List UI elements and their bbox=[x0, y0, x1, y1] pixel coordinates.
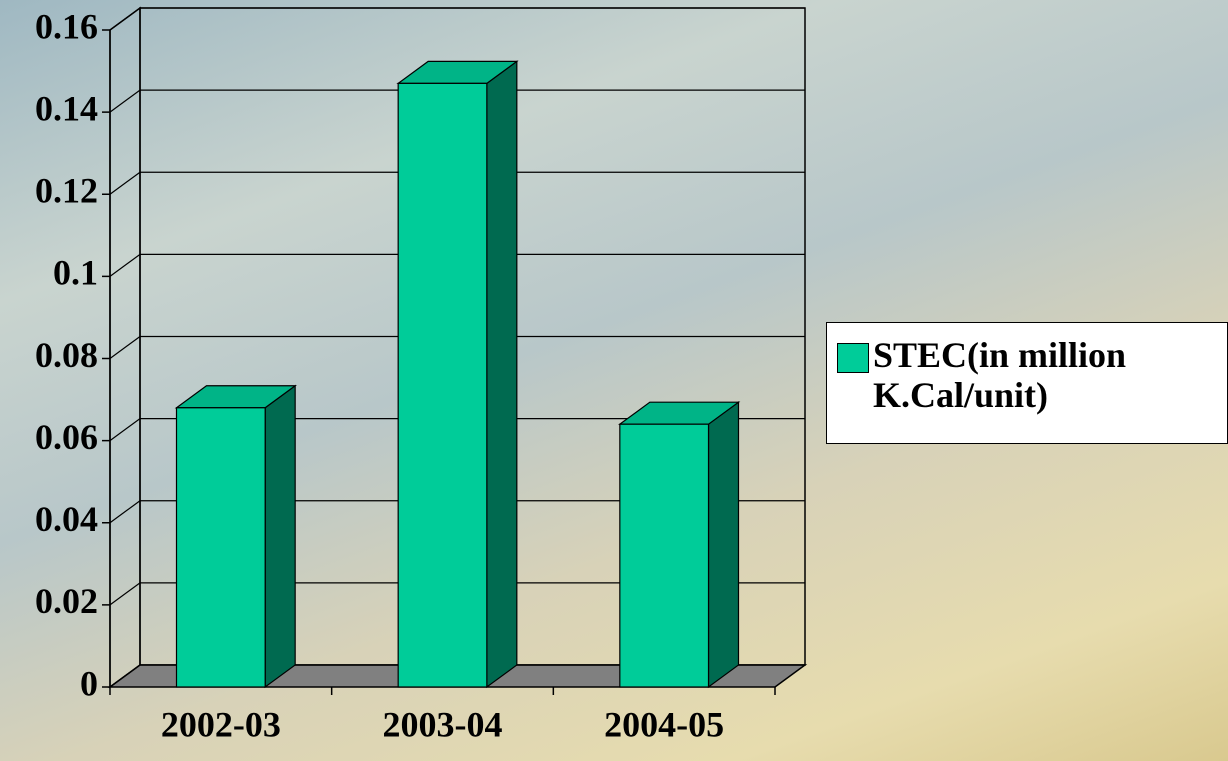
legend-swatch bbox=[837, 343, 869, 373]
y-tick-label: 0.12 bbox=[35, 171, 98, 211]
grid-line bbox=[110, 172, 140, 194]
y-tick-label: 0 bbox=[80, 663, 98, 703]
y-tick-label: 0.16 bbox=[35, 6, 98, 46]
grid-line bbox=[110, 419, 140, 441]
legend: STEC(in million K.Cal/unit) bbox=[826, 322, 1228, 444]
grid-line bbox=[110, 254, 140, 276]
x-tick-label: 2002-03 bbox=[161, 704, 281, 744]
bar-side bbox=[709, 402, 739, 687]
grid-line bbox=[110, 501, 140, 523]
grid-line bbox=[110, 90, 140, 112]
bar bbox=[620, 424, 709, 687]
y-tick-label: 0.04 bbox=[35, 499, 98, 539]
grid-line bbox=[110, 8, 140, 30]
y-tick-label: 0.08 bbox=[35, 335, 98, 375]
x-tick-label: 2003-04 bbox=[383, 704, 503, 744]
y-tick-label: 0.06 bbox=[35, 417, 98, 457]
y-tick-label: 0.14 bbox=[35, 88, 98, 128]
grid-line bbox=[110, 337, 140, 359]
grid-line bbox=[110, 583, 140, 605]
bar bbox=[398, 83, 487, 687]
bar-side bbox=[265, 386, 295, 687]
bar-side bbox=[487, 61, 517, 687]
bar bbox=[177, 408, 266, 687]
legend-label: STEC(in million K.Cal/unit) bbox=[873, 335, 1213, 415]
y-tick-label: 0.1 bbox=[53, 253, 98, 293]
page: 0 0.02 0.04 0.06 0.08 0.1 0.12 0.14 0.16 2002-03 2… bbox=[0, 0, 1228, 761]
x-tick-label: 2004-05 bbox=[604, 704, 724, 744]
y-tick-label: 0.02 bbox=[35, 581, 98, 621]
